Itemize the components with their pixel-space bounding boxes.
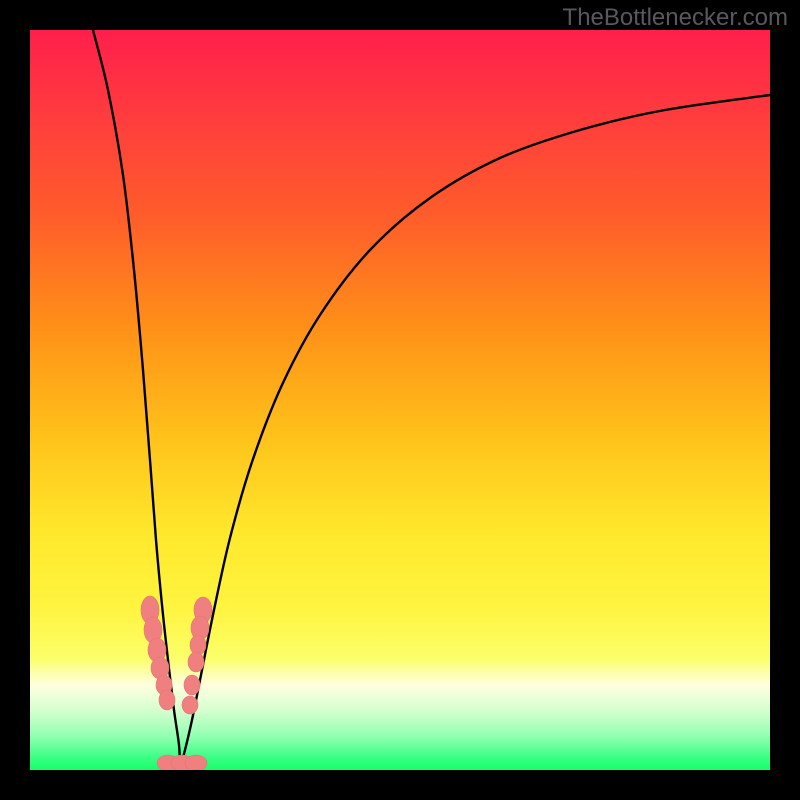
plot-gradient-background: [30, 30, 770, 770]
data-marker: [159, 690, 175, 710]
data-marker: [184, 675, 200, 695]
chart-frame: TheBottlenecker.com: [0, 0, 800, 800]
chart-svg: [0, 0, 800, 800]
data-marker: [185, 755, 207, 771]
data-marker: [188, 652, 204, 672]
data-marker: [182, 696, 198, 714]
watermark-text: TheBottlenecker.com: [563, 4, 788, 32]
